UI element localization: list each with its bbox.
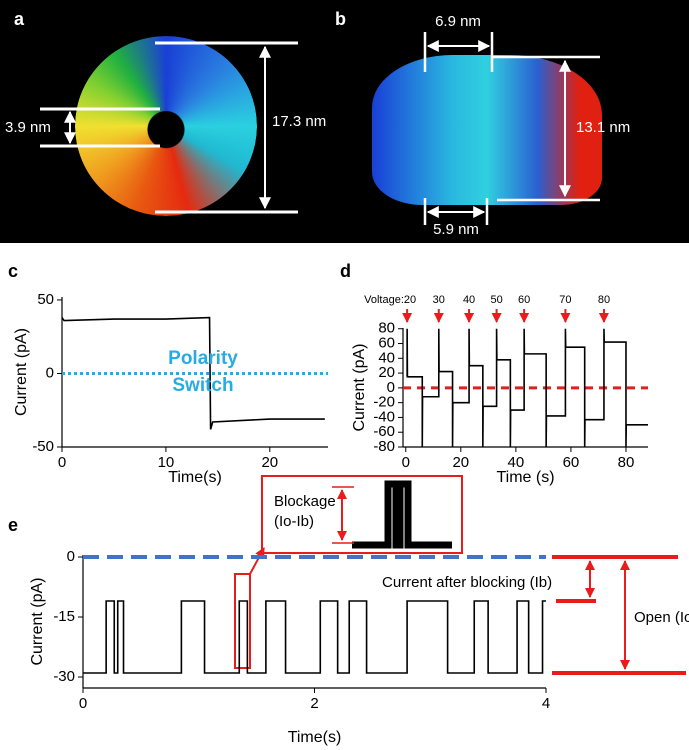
x-tick-label: 0 <box>79 695 87 712</box>
y-axis-label: Current (pA) <box>351 343 368 431</box>
y-tick-label: 50 <box>37 291 54 308</box>
dimension-lines <box>423 32 600 225</box>
y-tick-label: 0 <box>46 364 54 381</box>
inset-box <box>261 475 463 554</box>
panel-label: c <box>8 261 18 281</box>
x-tick-label: 20 <box>452 454 469 471</box>
y-tick-label: 60 <box>378 334 395 351</box>
voltage-label: 30 <box>433 294 445 306</box>
y-tick-label: 20 <box>378 364 395 381</box>
x-tick-label: 80 <box>618 454 635 471</box>
x-tick-label: 60 <box>563 454 580 471</box>
y-tick-label: -80 <box>373 438 395 455</box>
panel-label: d <box>340 261 351 281</box>
voltage-label: 40 <box>463 294 475 306</box>
label-background <box>630 606 688 628</box>
dimension-label: 13.1 nm <box>576 119 630 136</box>
protein-top-view <box>75 36 257 216</box>
y-axis-label: Current (pA) <box>13 328 30 416</box>
x-axis-label: Time(s) <box>288 729 342 746</box>
inset-label: Blockage <box>274 493 336 510</box>
highlight-box <box>234 573 251 669</box>
annotation: Open (Io) <box>634 609 689 626</box>
annotation: Switch <box>172 375 233 396</box>
x-tick-label: 10 <box>158 454 175 471</box>
dimension-label: 3.9 nm <box>5 119 51 136</box>
y-tick-label: 0 <box>387 379 395 396</box>
y-tick-label: 40 <box>378 349 395 366</box>
y-axis-label: Current (pA) <box>29 577 46 665</box>
voltage-label: 60 <box>518 294 530 306</box>
x-tick-label: 0 <box>402 454 410 471</box>
y-tick-label: -30 <box>53 668 75 685</box>
trace <box>406 328 648 448</box>
dimension-label: 5.9 nm <box>433 221 479 238</box>
annotation: Polarity <box>168 348 238 369</box>
callout-arrow <box>249 547 265 575</box>
voltage-label: 50 <box>490 294 502 306</box>
y-tick-label: 80 <box>378 320 395 337</box>
trace <box>61 316 325 430</box>
dimension-label: 6.9 nm <box>435 13 481 30</box>
dimension-lines <box>40 41 298 214</box>
x-tick-label: 2 <box>310 695 318 712</box>
panel-label: e <box>8 515 18 535</box>
y-tick-label: -40 <box>373 408 395 425</box>
panel-label: a <box>14 9 25 29</box>
x-tick-label: 20 <box>261 454 278 471</box>
x-tick-label: 40 <box>508 454 525 471</box>
inset-trace <box>352 480 452 549</box>
inset-label: (Io-Ib) <box>274 513 314 530</box>
voltage-label: Voltage:20 <box>364 294 416 306</box>
voltage-label: 70 <box>559 294 571 306</box>
voltage-label: 80 <box>598 294 610 306</box>
x-axis-label: Time (s) <box>496 469 554 486</box>
x-tick-label: 0 <box>58 454 66 471</box>
x-axis-label: Time(s) <box>168 469 222 486</box>
y-tick-label: -20 <box>373 394 395 411</box>
x-tick-label: 4 <box>542 695 550 712</box>
y-tick-label: -60 <box>373 423 395 440</box>
trace <box>83 600 546 674</box>
y-tick-label: -50 <box>32 438 54 455</box>
y-tick-label: 0 <box>67 548 75 565</box>
dimension-label: 17.3 nm <box>272 113 326 130</box>
panel-label: b <box>335 9 346 29</box>
annotation: Current after blocking (Ib) <box>382 574 552 591</box>
y-tick-label: -15 <box>53 608 75 625</box>
